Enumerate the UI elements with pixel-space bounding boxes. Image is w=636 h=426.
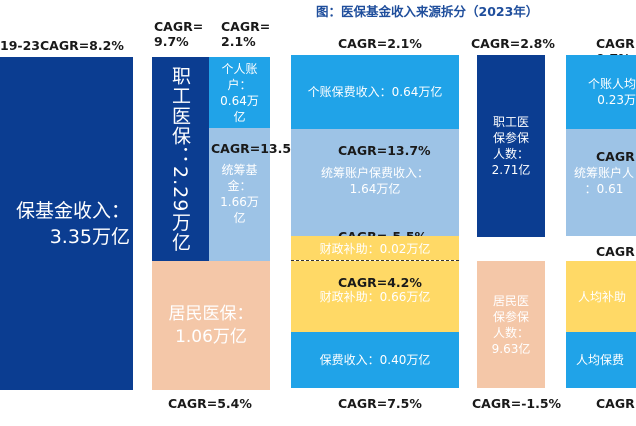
col3-personal-label: 个账保费收入：0.64万亿: [307, 85, 443, 99]
col1-cagr: 19-23CAGR=8.2%: [0, 38, 124, 53]
col3-resident-subsidy-label: 财政补助：0.66万亿: [319, 290, 431, 304]
chart-title: 图：医保基金收入来源拆分（2023年）: [316, 4, 539, 19]
col5-pooled-cagr: CAGR=: [596, 149, 636, 164]
col4-residents-label: 居民医 保参保 人数： 9.63亿: [491, 293, 531, 356]
col4-residents-box: 居民医 保参保 人数： 9.63亿: [477, 261, 545, 388]
col3-pooled-label: 统筹账户保费收入： 1.64万亿: [320, 166, 429, 196]
col3-top-cagr: CAGR=2.1%: [338, 36, 422, 51]
col2-personal-label: 个人账 户： 0.64万 亿: [220, 61, 259, 124]
col3-premium-label: 保费收入：0.40万亿: [319, 353, 431, 367]
col4-top-cagr: CAGR=2.8%: [471, 36, 555, 51]
col3-personal-box: 个账保费收入：0.64万亿: [291, 55, 459, 129]
col2-pooled-label: 统筹基 金： 1.66万 亿: [220, 163, 259, 225]
col4-employees-box: 职工医 保参保 人数： 2.71亿: [477, 55, 545, 237]
col5-mid-cagr: CAGR=: [596, 244, 636, 259]
col2-resident-label: 居民医保： 1.06万亿: [168, 303, 254, 347]
col3-bottom-cagr: CAGR=7.5%: [338, 396, 422, 411]
col2-pooled-cagr: CAGR=13.5%: [211, 141, 304, 156]
col3-resident-subsidy-box: 财政补助：0.66万亿: [291, 261, 459, 332]
col5-premium-label: 人均保费: [576, 353, 625, 367]
col2-personal-box: 个人账 户： 0.64万 亿: [209, 57, 270, 128]
col5-personal-box: 个账人均 0.23万: [566, 55, 636, 129]
col5-subsidy-label: 人均补助: [578, 289, 627, 304]
col5-pooled-box: 统筹账户人 ：0.61: [566, 129, 636, 236]
col2-employee-box: 职工医保：2.29万亿: [152, 57, 209, 261]
col5-pooled-label: 统筹账户人 ：0.61: [574, 166, 635, 196]
col3-premium-box: 保费收入：0.40万亿: [291, 332, 459, 388]
col4-bottom-cagr: CAGR=-1.5%: [472, 396, 562, 411]
col2-cagr-b: CAGR= 2.1%: [221, 19, 271, 49]
col1-total-box: 保基金收入： 3.35万亿: [0, 57, 133, 390]
col2-pooled-box: 统筹基 金： 1.66万 亿: [209, 128, 270, 261]
col5-subsidy-box: 人均补助: [566, 261, 636, 332]
col2-cagr-a: CAGR= 9.7%: [154, 19, 204, 49]
col1-total-label: 保基金收入： 3.35万亿: [15, 199, 130, 248]
col5-bottom-cagr: CAGR=: [596, 396, 636, 411]
col2-resident-box: 居民医保： 1.06万亿: [152, 261, 270, 390]
col3-pooled-cagr: CAGR=13.7%: [338, 143, 431, 158]
col4-employees-label: 职工医 保参保 人数： 2.71亿: [491, 115, 531, 177]
col5-premium-box: 人均保费: [566, 332, 636, 388]
col3-pooled-box: 统筹账户保费收入： 1.64万亿: [291, 129, 459, 236]
col3-subsidy-label: 财政补助：0.02万亿: [319, 242, 431, 256]
col5-personal-label: 个账人均 0.23万: [587, 77, 636, 107]
col3-dashed-divider: [291, 260, 459, 261]
col2-bottom-cagr: CAGR=5.4%: [168, 396, 252, 411]
col3-resident-subsidy-cagr: CAGR=4.2%: [338, 275, 422, 290]
col2-employee-label: 职工医保：2.29万亿: [169, 65, 191, 253]
col3-subsidy-box: 财政补助：0.02万亿: [291, 236, 459, 260]
